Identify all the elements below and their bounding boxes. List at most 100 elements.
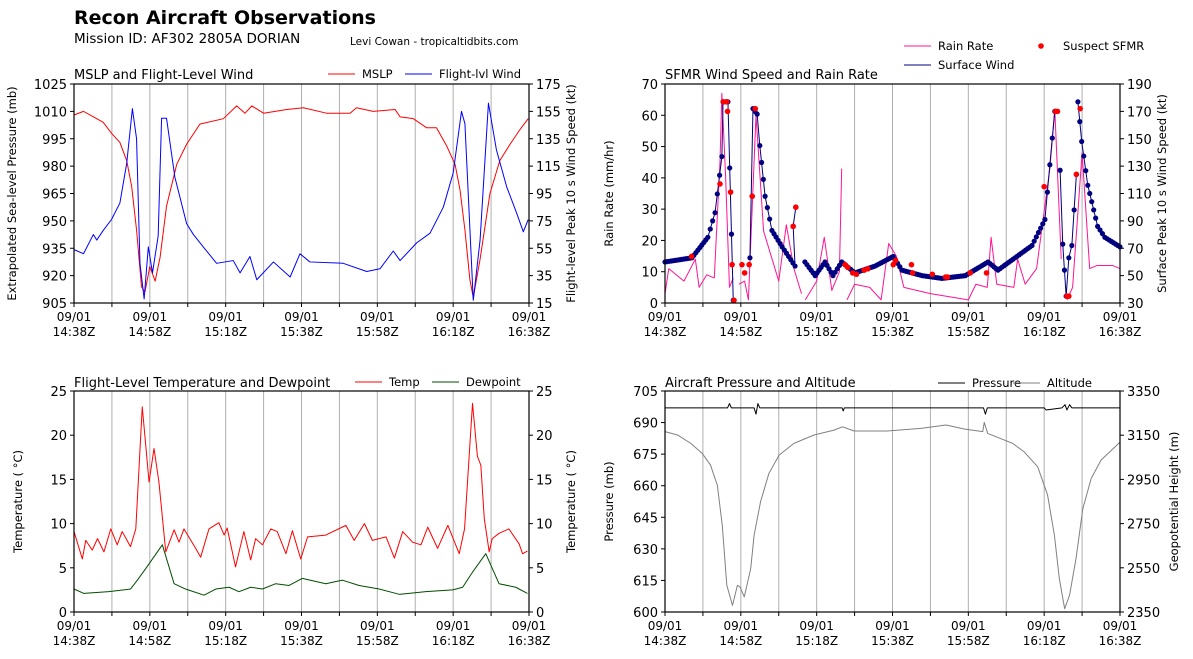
legend-label: Altitude [1047,376,1092,390]
y2-tick-label: 5 [536,562,544,577]
x-tick-date: 09/01 [57,619,92,633]
suspect-point [729,261,735,268]
x-tick-date: 09/01 [799,310,834,324]
y-tick-label: 690 [633,417,658,432]
surface-wind-point [714,191,720,197]
y-tick-label: 995 [42,133,67,148]
x-tick-date: 09/01 [360,310,395,324]
surface-wind-point [757,142,763,149]
x-tick-time: 15:18Z [795,634,838,648]
surface-wind-point [767,216,773,222]
surface-wind-point [705,234,711,240]
x-tick-time: 16:18Z [432,325,475,339]
x-tick-time: 14:58Z [128,325,171,339]
y-tick-label: 660 [633,480,658,495]
y-tick-label: 70 [641,78,658,93]
series-suspect-sfmr [688,98,1083,304]
x-tick-time: 16:18Z [1023,325,1066,339]
legend-label: Dewpoint [466,375,521,389]
y-tick-label: 1025 [34,78,67,93]
surface-wind-point [1081,153,1087,159]
suspect-point [717,181,723,187]
surface-wind-point [1049,135,1055,141]
plot-frame [73,83,530,304]
surface-wind-point [762,193,768,199]
y-tick-label: 50 [641,141,658,156]
x-tick-date: 09/01 [284,619,319,633]
mission-id: Mission ID: AF302 2805A DORIAN [74,31,301,47]
y-axis-label: Temperature ( °C) [11,450,25,554]
x-tick-time: 14:38Z [644,325,687,339]
legend-label: Temp [388,375,420,389]
surface-wind-point [1044,189,1050,195]
x-tick-date: 09/01 [133,619,168,633]
x-tick-time: 14:58Z [719,325,762,339]
plot-frame [664,390,1121,613]
y2-tick-label: 150 [1127,133,1152,148]
surface-wind-point [1057,167,1063,173]
suspect-point [752,105,759,112]
y2-tick-label: 50 [1127,270,1144,285]
series-line [664,421,1120,610]
series-line [1059,170,1077,297]
x-tick-date: 09/01 [436,310,471,324]
x-tick-date: 09/01 [951,310,986,324]
x-tick-date: 09/01 [512,310,547,324]
y2-tick-label: 75 [536,215,553,230]
y-tick-label: 950 [42,215,67,230]
series-line [665,403,1120,415]
x-tick-date: 09/01 [1027,310,1062,324]
x-tick-date: 09/01 [951,619,986,633]
x-tick-date: 09/01 [57,310,92,324]
y2-tick-label: 35 [536,270,553,285]
x-tick-date: 09/01 [1103,310,1138,324]
x-tick-date: 09/01 [799,619,834,633]
x-tick-time: 16:38Z [1099,634,1142,648]
surface-wind-point [758,159,765,166]
x-tick-time: 16:38Z [508,634,551,648]
y-tick-label: 25 [50,385,67,400]
surface-wind-point [719,153,725,160]
y-axis-label: Pressure (mb) [602,461,616,541]
suspect-point [1077,105,1083,112]
y-tick-label: 10 [50,518,67,533]
surface-wind-point [710,218,716,224]
y-tick-label: 600 [633,606,658,621]
suspect-point [724,98,730,105]
surface-wind-point [1060,241,1066,247]
suspect-point [741,270,748,276]
surface-wind-point [728,231,735,237]
series-temp [73,402,528,568]
suspect-point [909,270,916,276]
surface-wind-point [1061,267,1068,273]
surface-wind-point [727,165,733,171]
y-tick-label: 20 [641,234,658,249]
series-line [73,102,529,301]
surface-wind-point [1066,255,1072,261]
legend-marker [1038,43,1044,49]
x-tick-time: 16:38Z [508,325,551,339]
y-tick-label: 965 [42,188,67,203]
credit-text: Levi Cowan - tropicaltidbits.com [350,36,519,48]
surface-wind-point [1089,199,1095,205]
surface-wind-point [1083,168,1089,174]
y-tick-label: 935 [42,242,67,257]
suspect-point [844,264,851,271]
suspect-point [983,270,990,276]
x-tick-time: 14:38Z [53,634,96,648]
y-tick-label: 60 [641,109,658,124]
y-tick-label: 615 [633,574,658,589]
surface-wind-point [1035,229,1042,236]
x-tick-date: 09/01 [436,619,471,633]
subplot-title: Flight-Level Temperature and Dewpoint [74,376,330,391]
surface-wind-point [1085,182,1091,188]
suspect-point [1054,108,1061,115]
x-tick-time: 15:38Z [280,325,323,339]
subplot-title: MSLP and Flight-Level Wind [74,68,253,83]
surface-wind-point [1038,225,1044,231]
x-tick-date: 09/01 [1027,619,1062,633]
surface-wind-point [1031,238,1037,244]
series-line [73,105,529,299]
y2-tick-label: 2950 [1127,473,1160,488]
